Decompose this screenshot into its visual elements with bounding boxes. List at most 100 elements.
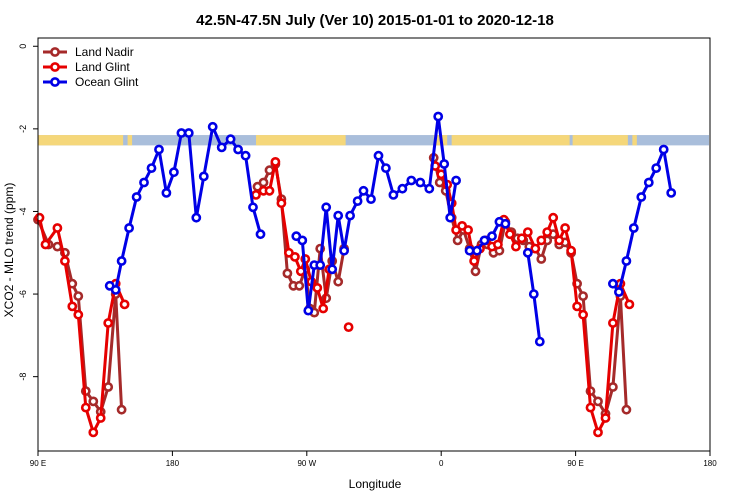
data-point (439, 159, 450, 169)
data-point (621, 404, 632, 415)
data-point (352, 196, 363, 206)
series-line (611, 148, 673, 294)
data-point (522, 247, 533, 258)
data-point (608, 382, 618, 392)
data-point (608, 318, 618, 328)
data-point (198, 171, 209, 182)
legend-label: Land Glint (75, 60, 130, 74)
data-point (554, 235, 565, 246)
y-tick-label: -4 (18, 207, 28, 215)
data-point (315, 260, 326, 270)
data-point (636, 192, 647, 202)
data-point (406, 175, 417, 186)
data-point (560, 223, 570, 233)
x-tick-label: 90 E (567, 459, 583, 468)
y-tick-label: -6 (18, 290, 28, 298)
y-tick-label: -8 (18, 373, 28, 381)
data-point (585, 402, 596, 413)
band-ocean (39, 135, 709, 146)
data-point (542, 227, 553, 237)
data-point (67, 301, 78, 312)
land-mask-band (38, 135, 709, 146)
data-point (40, 239, 51, 250)
band-land-kamchatka-repeat (632, 135, 637, 146)
legend-item: Ocean Glint (43, 75, 139, 89)
data-point (233, 144, 243, 155)
data-point (183, 128, 194, 138)
legend-marker (50, 47, 60, 57)
data-point (470, 266, 481, 277)
data-point (463, 225, 473, 235)
data-point (578, 309, 588, 320)
data-point (624, 299, 635, 310)
data-point (119, 299, 130, 310)
series-line (433, 165, 631, 434)
data-point (73, 309, 84, 320)
data-point (566, 245, 576, 256)
data-point (60, 256, 70, 266)
x-tick-label: 90 W (297, 459, 316, 468)
band-land-kamchatka (127, 135, 133, 146)
data-point (52, 223, 63, 233)
data-point (424, 183, 435, 194)
data-point (608, 278, 618, 289)
data-point (154, 144, 164, 155)
data-point (88, 396, 99, 407)
band-land-eurasia (451, 135, 570, 146)
data-point (333, 276, 344, 287)
chart-title: 42.5N-47.5N July (Ver 10) 2015-01-01 to … (196, 12, 554, 29)
band-land-asia (38, 135, 124, 146)
data-point (397, 183, 408, 194)
data-point (593, 427, 603, 438)
data-point (452, 235, 463, 246)
x-axis-title: Longitude (349, 477, 402, 491)
data-point (289, 251, 300, 262)
data-point (536, 235, 547, 246)
x-axis: 90 E 180 90 W 0 90 E 180 (30, 451, 717, 468)
x-tick-label: 180 (166, 459, 180, 468)
x-tick-label: 180 (703, 459, 717, 468)
x-tick-label: 0 (439, 459, 444, 468)
data-point (282, 268, 293, 279)
data-point (139, 177, 149, 188)
data-point (116, 256, 127, 266)
data-point (528, 289, 539, 299)
band-land-asia-east (572, 135, 628, 146)
legend-label: Ocean Glint (75, 75, 139, 89)
data-point (294, 280, 305, 291)
data-point (388, 189, 399, 200)
data-point (34, 212, 45, 223)
data-point (303, 305, 314, 316)
series-layer (33, 111, 677, 438)
data-point (472, 245, 482, 256)
data-point (534, 336, 545, 347)
series-line (295, 115, 458, 313)
legend-label: Land Nadir (75, 45, 134, 59)
data-point (103, 382, 114, 392)
data-point (258, 177, 269, 188)
data-point (191, 212, 202, 223)
data-point (511, 241, 521, 252)
y-axis: 0 -2 -4 -6 -8 (18, 44, 38, 381)
data-point (318, 303, 329, 314)
legend-item: Land Glint (43, 60, 130, 74)
data-point (516, 233, 527, 244)
data-point (321, 202, 332, 213)
data-point (207, 121, 218, 132)
data-point (88, 427, 99, 438)
data-point (530, 243, 541, 254)
data-point (251, 189, 261, 200)
data-point (80, 402, 91, 413)
data-point (225, 134, 236, 145)
data-point (264, 185, 275, 196)
data-point (600, 413, 611, 423)
data-point (110, 284, 121, 295)
data-point (345, 210, 355, 221)
data-point (124, 223, 135, 233)
data-point (333, 210, 344, 221)
data-point (500, 218, 511, 229)
data-point (578, 291, 588, 301)
data-point (548, 212, 559, 223)
